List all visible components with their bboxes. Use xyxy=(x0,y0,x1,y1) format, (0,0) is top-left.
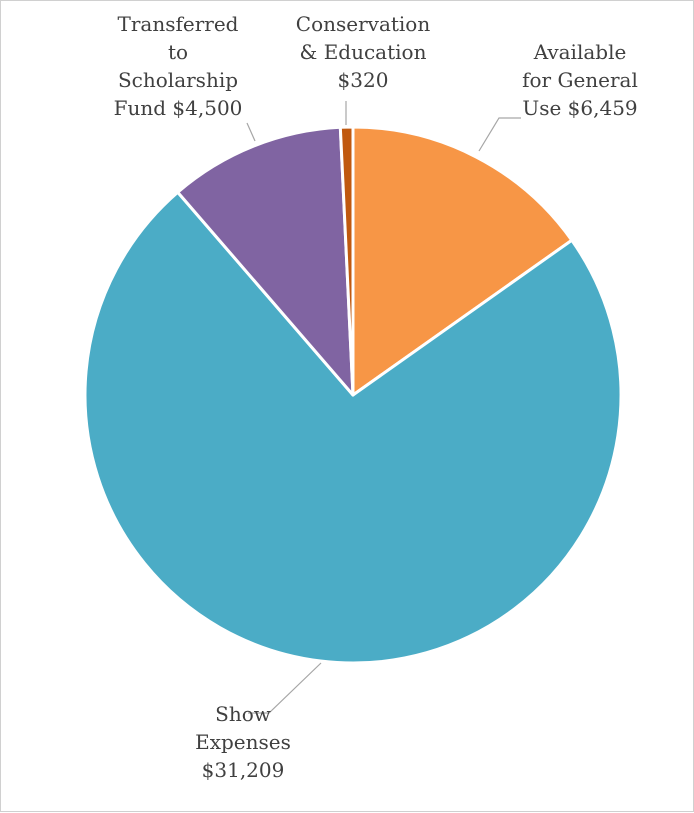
slice-label-line: Scholarship xyxy=(118,68,238,92)
slice-label-line: $320 xyxy=(338,68,389,92)
slice-label-line: Conservation xyxy=(296,12,431,36)
leader-line-1 xyxy=(248,662,322,714)
leader-line-0 xyxy=(478,117,521,152)
pie-slice-2 xyxy=(176,125,355,397)
slice-label-3: Conservation & Education $320 xyxy=(296,12,431,92)
slice-label-line: Expenses xyxy=(195,730,291,754)
slice-label-line: Use $6,459 xyxy=(522,96,637,120)
slice-label-line: Show xyxy=(215,702,271,726)
pie-slice-3 xyxy=(338,125,355,397)
pie-slice-1 xyxy=(83,190,623,665)
slice-label-0: Available for General Use $6,459 xyxy=(522,40,638,120)
slice-label-line: Transferred xyxy=(118,12,239,36)
slice-label-2: Transferred to Scholarship Fund $4,500 xyxy=(114,12,243,120)
slice-label-line: for General xyxy=(522,68,638,92)
slice-label-1: Show Expenses $31,209 xyxy=(195,702,291,782)
slice-label-line: & Education xyxy=(300,40,427,64)
slice-label-line: Available xyxy=(533,40,627,64)
pie-slice-0 xyxy=(351,125,574,397)
slice-label-line: to xyxy=(168,40,188,64)
leader-line-2 xyxy=(246,122,256,142)
slice-label-line: $31,209 xyxy=(202,758,285,782)
slice-label-line: Fund $4,500 xyxy=(114,96,243,120)
